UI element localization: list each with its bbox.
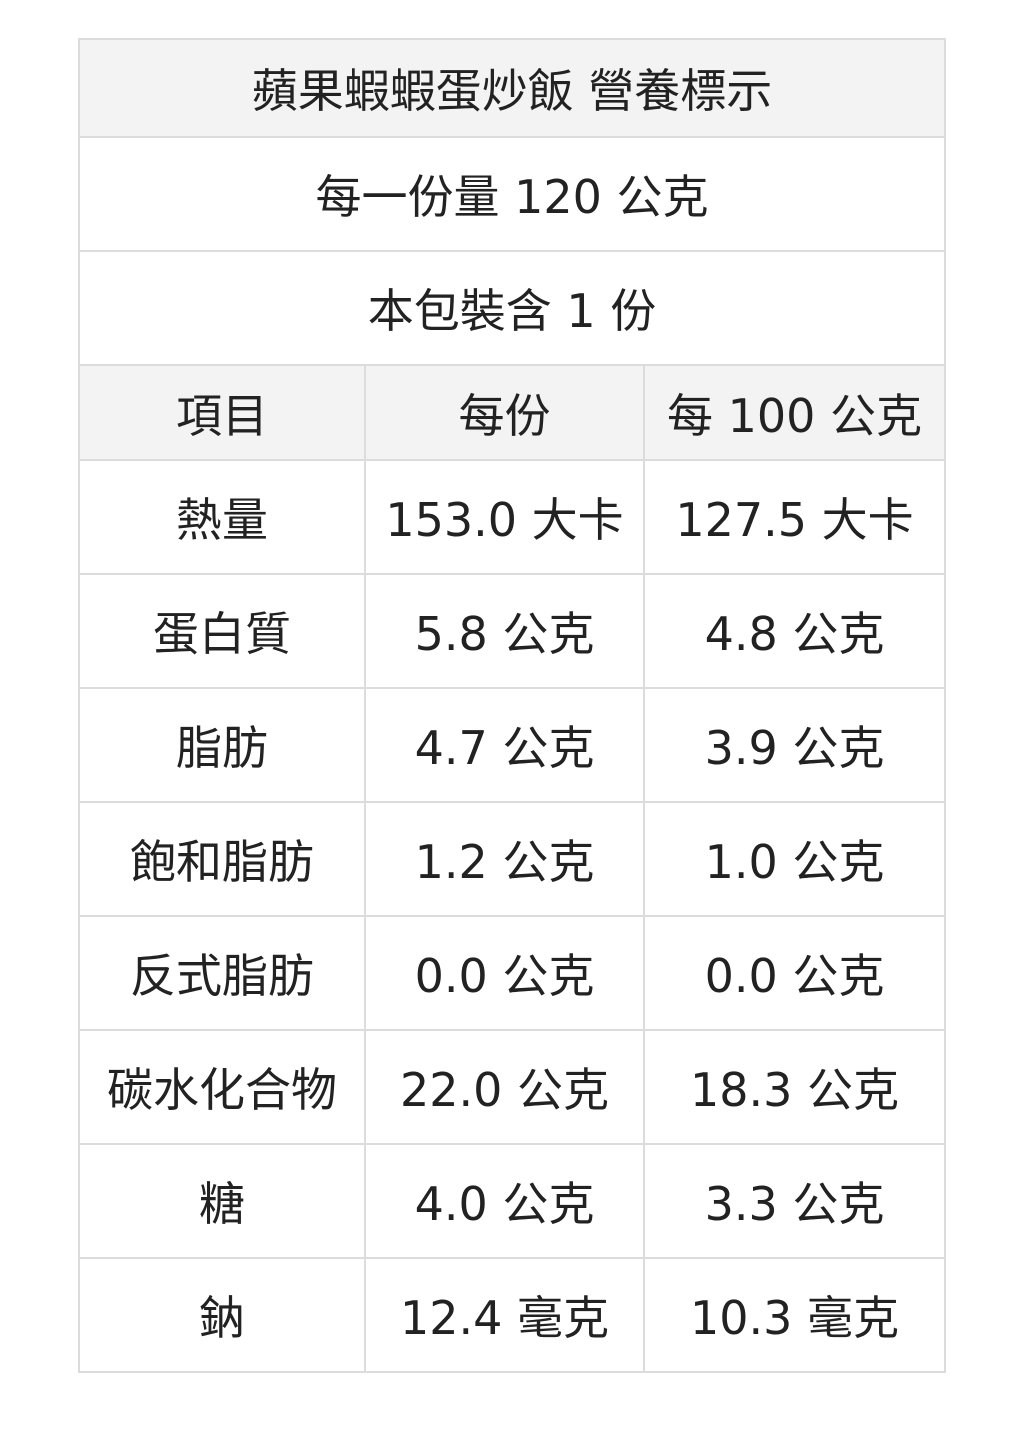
table-title: 蘋果蝦蝦蛋炒飯 營養標示 — [77, 38, 947, 138]
per-100g-value: 18.3 公克 — [642, 1029, 947, 1145]
per-serving-value: 22.0 公克 — [364, 1029, 645, 1145]
serving-size-row: 每一份量 120 公克 — [77, 136, 947, 252]
serving-size: 每一份量 120 公克 — [77, 136, 947, 252]
column-header-per-100g: 每 100 公克 — [642, 364, 947, 461]
per-100g-value: 4.8 公克 — [642, 573, 947, 689]
table-row: 熱量 153.0 大卡 127.5 大卡 — [78, 459, 947, 575]
nutrient-name: 飽和脂肪 — [78, 801, 366, 917]
nutrient-name: 糖 — [78, 1143, 366, 1259]
per-100g-value: 0.0 公克 — [642, 915, 947, 1031]
table-row: 糖 4.0 公克 3.3 公克 — [78, 1143, 947, 1259]
per-100g-value: 1.0 公克 — [642, 801, 947, 917]
table-row: 飽和脂肪 1.2 公克 1.0 公克 — [78, 801, 947, 917]
table-row: 反式脂肪 0.0 公克 0.0 公克 — [78, 915, 947, 1031]
servings-per-package: 本包裝含 1 份 — [77, 250, 947, 366]
per-serving-value: 153.0 大卡 — [364, 459, 645, 575]
nutrient-name: 脂肪 — [78, 687, 366, 803]
table-row: 鈉 12.4 毫克 10.3 毫克 — [78, 1257, 947, 1373]
nutrition-facts-table: 蘋果蝦蝦蛋炒飯 營養標示 每一份量 120 公克 本包裝含 1 份 項目 每份 … — [77, 38, 947, 1373]
nutrient-name: 熱量 — [78, 459, 366, 575]
per-100g-value: 3.9 公克 — [642, 687, 947, 803]
per-100g-value: 127.5 大卡 — [642, 459, 947, 575]
per-100g-value: 10.3 毫克 — [642, 1257, 947, 1373]
table-row: 脂肪 4.7 公克 3.9 公克 — [78, 687, 947, 803]
per-serving-value: 1.2 公克 — [364, 801, 645, 917]
nutrient-name: 碳水化合物 — [78, 1029, 366, 1145]
per-100g-value: 3.3 公克 — [642, 1143, 947, 1259]
per-serving-value: 12.4 毫克 — [364, 1257, 645, 1373]
nutrient-name: 蛋白質 — [78, 573, 366, 689]
nutrient-name: 反式脂肪 — [78, 915, 366, 1031]
column-header-per-serving: 每份 — [364, 364, 645, 461]
per-serving-value: 0.0 公克 — [364, 915, 645, 1031]
per-serving-value: 4.0 公克 — [364, 1143, 645, 1259]
table-row: 蛋白質 5.8 公克 4.8 公克 — [78, 573, 947, 689]
servings-per-package-row: 本包裝含 1 份 — [77, 250, 947, 366]
table-row: 碳水化合物 22.0 公克 18.3 公克 — [78, 1029, 947, 1145]
title-row: 蘋果蝦蝦蛋炒飯 營養標示 — [77, 38, 947, 138]
per-serving-value: 5.8 公克 — [364, 573, 645, 689]
column-header-item: 項目 — [78, 364, 366, 461]
per-serving-value: 4.7 公克 — [364, 687, 645, 803]
header-row: 項目 每份 每 100 公克 — [78, 364, 947, 461]
nutrient-name: 鈉 — [78, 1257, 366, 1373]
